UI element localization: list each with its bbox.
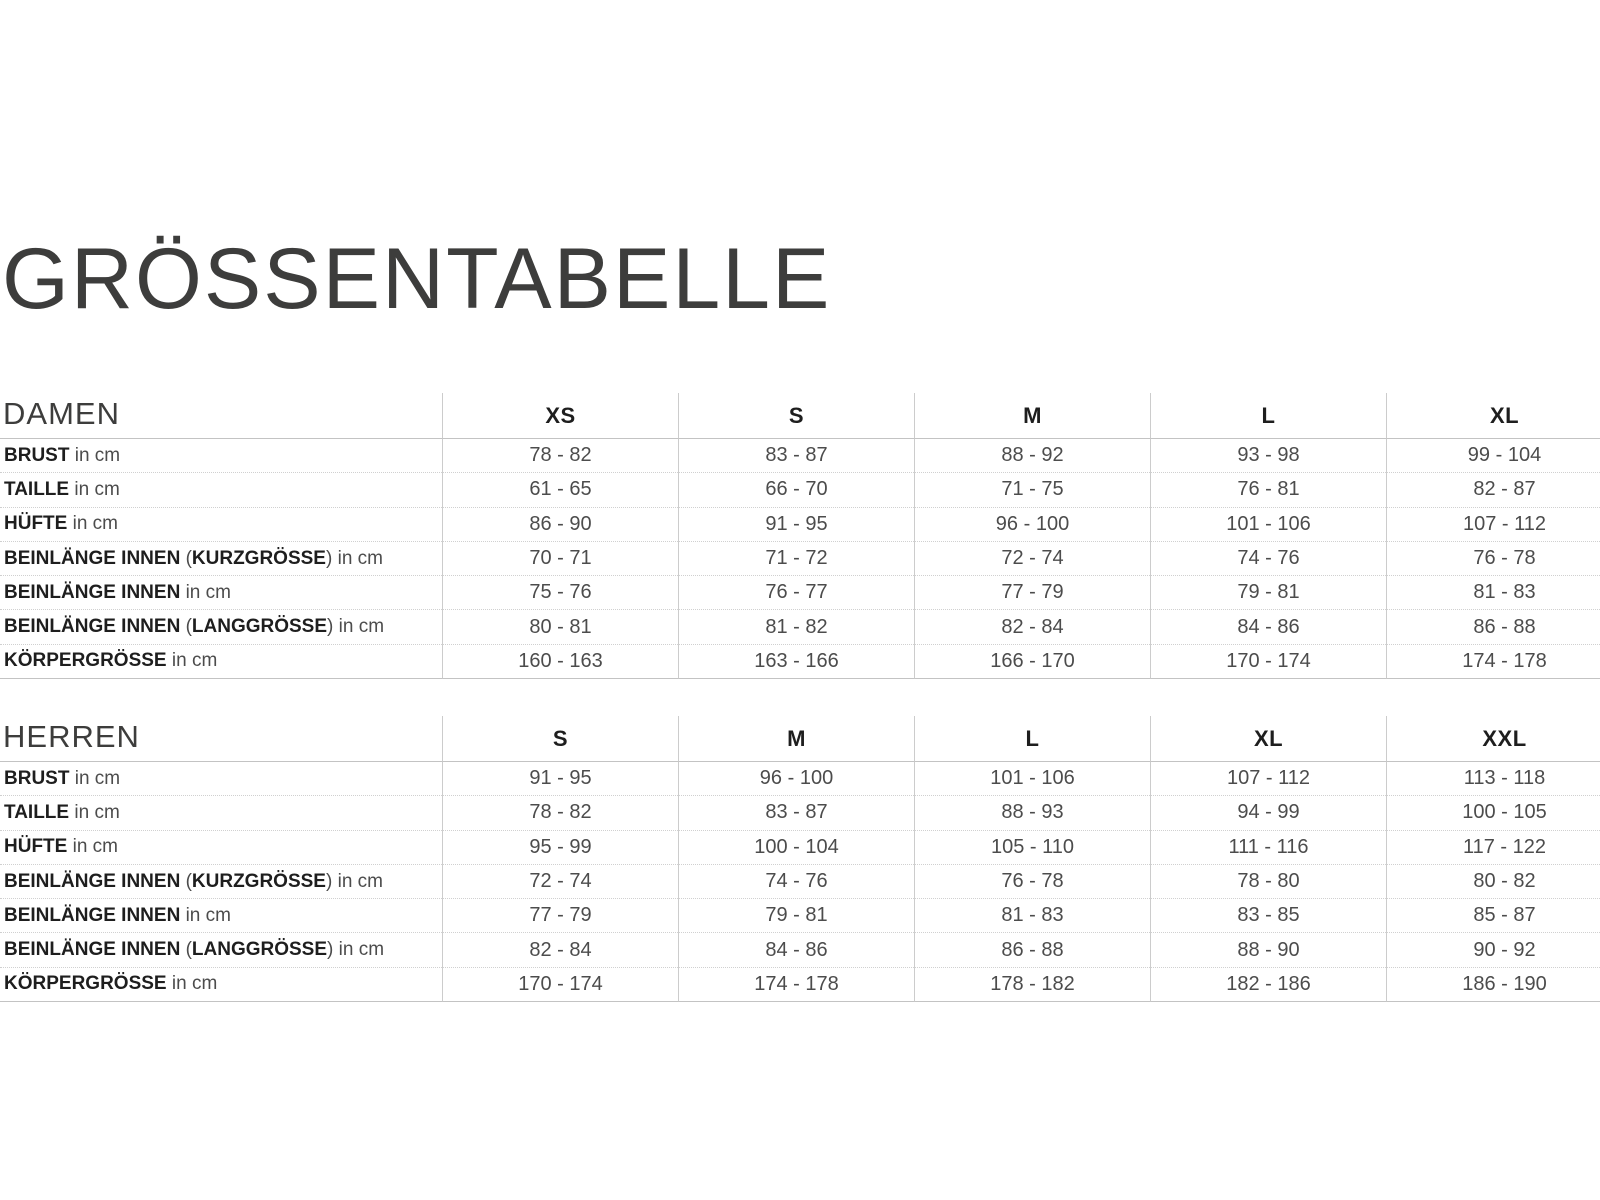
value-cell: 111 - 116 <box>1150 830 1386 865</box>
value-cell: 94 - 99 <box>1150 796 1386 831</box>
value-cell: 174 - 178 <box>1386 644 1600 680</box>
value-cell: 72 - 74 <box>442 864 678 900</box>
size-header: XL <box>1150 716 1386 762</box>
value-cell: 61 - 65 <box>442 473 678 508</box>
row-label-beinlaenge-lang: BEINLÄNGE INNEN (LANGGRÖSSE) in cm <box>0 933 442 968</box>
row-label-taille: TAILLE in cm <box>0 473 442 508</box>
value-cell: 88 - 90 <box>1150 933 1386 968</box>
value-cell: 166 - 170 <box>914 644 1150 680</box>
value-cell: 76 - 78 <box>914 864 1150 900</box>
value-cell: 100 - 105 <box>1386 796 1600 831</box>
value-cell: 113 - 118 <box>1386 762 1600 797</box>
value-cell: 178 - 182 <box>914 967 1150 1003</box>
value-cell: 84 - 86 <box>678 933 914 968</box>
value-cell: 107 - 112 <box>1150 762 1386 797</box>
size-header: XS <box>442 393 678 439</box>
value-cell: 84 - 86 <box>1150 610 1386 645</box>
value-cell: 71 - 72 <box>678 541 914 577</box>
value-cell: 101 - 106 <box>914 762 1150 797</box>
value-cell: 86 - 88 <box>1386 610 1600 645</box>
section-title-damen: DAMEN <box>0 393 442 439</box>
value-cell: 83 - 87 <box>678 439 914 474</box>
value-cell: 74 - 76 <box>1150 541 1386 577</box>
value-cell: 117 - 122 <box>1386 830 1600 865</box>
row-label-beinlaenge: BEINLÄNGE INNEN in cm <box>0 576 442 611</box>
size-header: XXL <box>1386 716 1600 762</box>
value-cell: 74 - 76 <box>678 864 914 900</box>
value-cell: 77 - 79 <box>914 576 1150 611</box>
value-cell: 96 - 100 <box>678 762 914 797</box>
row-label-brust: BRUST in cm <box>0 762 442 797</box>
value-cell: 83 - 85 <box>1150 899 1386 934</box>
value-cell: 82 - 84 <box>442 933 678 968</box>
value-cell: 170 - 174 <box>442 967 678 1003</box>
value-cell: 182 - 186 <box>1150 967 1386 1003</box>
value-cell: 81 - 83 <box>1386 576 1600 611</box>
value-cell: 77 - 79 <box>442 899 678 934</box>
value-cell: 105 - 110 <box>914 830 1150 865</box>
value-cell: 78 - 82 <box>442 439 678 474</box>
value-cell: 81 - 83 <box>914 899 1150 934</box>
value-cell: 82 - 84 <box>914 610 1150 645</box>
size-table-herren: HERREN S M L XL XXL BRUST in cm 91 - 95 … <box>0 716 1600 1003</box>
size-header: M <box>678 716 914 762</box>
value-cell: 76 - 81 <box>1150 473 1386 508</box>
value-cell: 101 - 106 <box>1150 507 1386 542</box>
size-header: L <box>1150 393 1386 439</box>
page-title: GRÖSSENTABELLE <box>2 230 832 327</box>
size-header: L <box>914 716 1150 762</box>
value-cell: 79 - 81 <box>1150 576 1386 611</box>
value-cell: 88 - 93 <box>914 796 1150 831</box>
value-cell: 88 - 92 <box>914 439 1150 474</box>
value-cell: 100 - 104 <box>678 830 914 865</box>
value-cell: 83 - 87 <box>678 796 914 831</box>
value-cell: 70 - 71 <box>442 541 678 577</box>
value-cell: 107 - 112 <box>1386 507 1600 542</box>
size-header: XL <box>1386 393 1600 439</box>
row-label-huefte: HÜFTE in cm <box>0 508 442 542</box>
value-cell: 91 - 95 <box>678 507 914 542</box>
row-label-koerpergroesse: KÖRPERGRÖSSE in cm <box>0 968 442 1003</box>
value-cell: 86 - 90 <box>442 507 678 542</box>
value-cell: 90 - 92 <box>1386 933 1600 968</box>
row-label-beinlaenge-kurz: BEINLÄNGE INNEN (KURZGRÖSSE) in cm <box>0 542 442 577</box>
value-cell: 174 - 178 <box>678 967 914 1003</box>
value-cell: 85 - 87 <box>1386 899 1600 934</box>
value-cell: 186 - 190 <box>1386 967 1600 1003</box>
value-cell: 80 - 81 <box>442 610 678 645</box>
value-cell: 86 - 88 <box>914 933 1150 968</box>
value-cell: 78 - 80 <box>1150 864 1386 900</box>
value-cell: 80 - 82 <box>1386 864 1600 900</box>
value-cell: 66 - 70 <box>678 473 914 508</box>
value-cell: 91 - 95 <box>442 762 678 797</box>
value-cell: 93 - 98 <box>1150 439 1386 474</box>
value-cell: 76 - 78 <box>1386 541 1600 577</box>
size-header: M <box>914 393 1150 439</box>
row-label-beinlaenge-kurz: BEINLÄNGE INNEN (KURZGRÖSSE) in cm <box>0 865 442 900</box>
value-cell: 79 - 81 <box>678 899 914 934</box>
row-label-beinlaenge-lang: BEINLÄNGE INNEN (LANGGRÖSSE) in cm <box>0 610 442 645</box>
row-label-koerpergroesse: KÖRPERGRÖSSE in cm <box>0 645 442 680</box>
value-cell: 81 - 82 <box>678 610 914 645</box>
value-cell: 71 - 75 <box>914 473 1150 508</box>
value-cell: 163 - 166 <box>678 644 914 680</box>
value-cell: 72 - 74 <box>914 541 1150 577</box>
value-cell: 75 - 76 <box>442 576 678 611</box>
row-label-brust: BRUST in cm <box>0 439 442 474</box>
value-cell: 95 - 99 <box>442 830 678 865</box>
value-cell: 160 - 163 <box>442 644 678 680</box>
value-cell: 76 - 77 <box>678 576 914 611</box>
row-label-huefte: HÜFTE in cm <box>0 831 442 865</box>
value-cell: 170 - 174 <box>1150 644 1386 680</box>
value-cell: 96 - 100 <box>914 507 1150 542</box>
size-header: S <box>678 393 914 439</box>
value-cell: 82 - 87 <box>1386 473 1600 508</box>
size-header: S <box>442 716 678 762</box>
size-table-damen: DAMEN XS S M L XL BRUST in cm 78 - 82 83… <box>0 393 1600 680</box>
section-title-herren: HERREN <box>0 716 442 762</box>
row-label-taille: TAILLE in cm <box>0 796 442 831</box>
row-label-beinlaenge: BEINLÄNGE INNEN in cm <box>0 899 442 934</box>
value-cell: 78 - 82 <box>442 796 678 831</box>
value-cell: 99 - 104 <box>1386 439 1600 474</box>
